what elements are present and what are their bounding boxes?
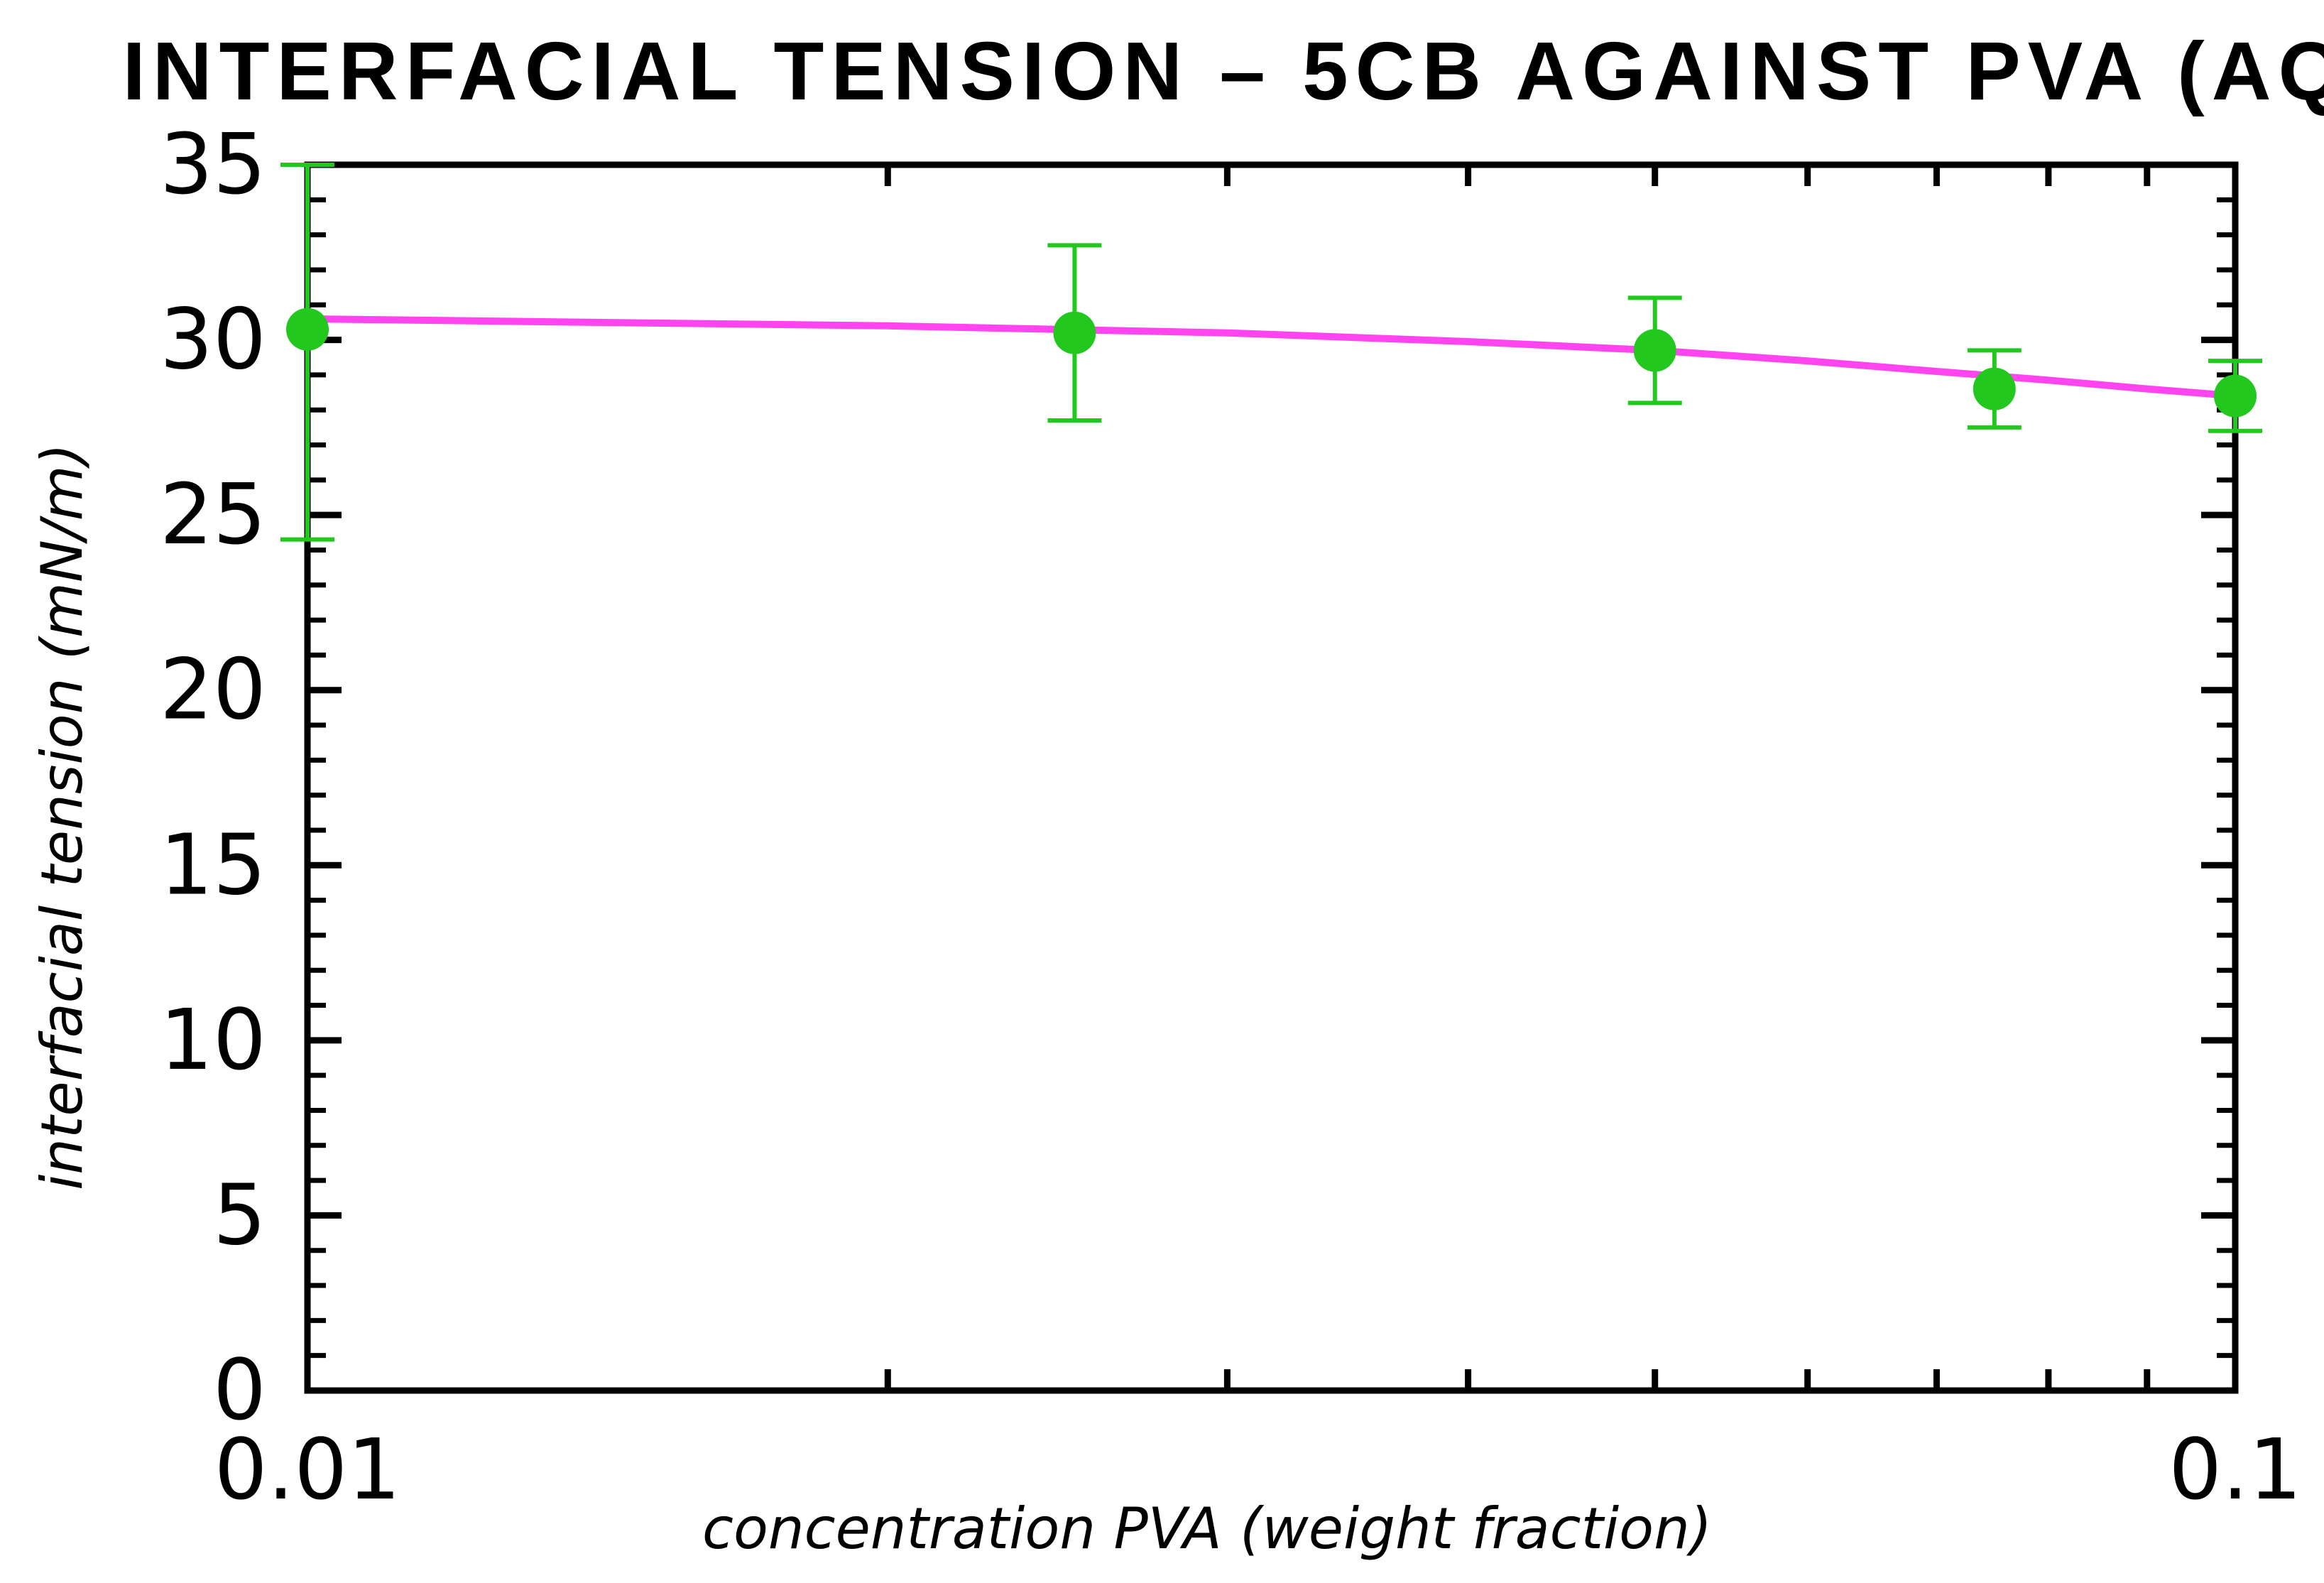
fit-line [304, 315, 2239, 400]
data-point [2214, 374, 2257, 418]
x-tick-label: 0.01 [214, 1420, 401, 1518]
y-tick-label: 30 [160, 290, 266, 388]
data-point [1973, 367, 2016, 410]
plot-frame [304, 161, 2239, 1394]
y-tick-label: 20 [160, 641, 266, 739]
data-point [286, 308, 329, 351]
chart-title: INTERFACIAL TENSION – 5CB AGAINST PVA (A… [123, 25, 2324, 117]
plot-area: 0 5 10 15 20 25 30 35 0.01 0.1 [160, 115, 2302, 1518]
x-axis-label: concentration PVA (weight fraction) [702, 1496, 1712, 1562]
y-tick-label: 10 [160, 991, 266, 1089]
y-tick-label: 35 [160, 115, 266, 213]
x-tick-label: 0.1 [2168, 1420, 2302, 1518]
y-tick-label: 0 [213, 1341, 266, 1439]
y-tick-label: 5 [213, 1165, 266, 1263]
data-point [1053, 311, 1096, 354]
y-axis-label: interfacial tension (mN/m) [29, 443, 95, 1190]
data-point [1633, 329, 1676, 372]
y-tick-label: 25 [160, 465, 266, 563]
y-tick-label: 15 [160, 815, 266, 913]
